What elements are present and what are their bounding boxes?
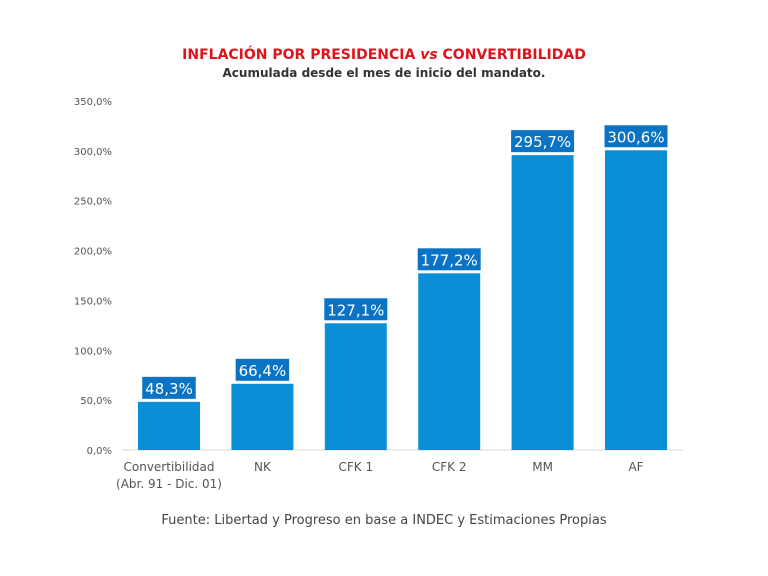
chart-title: INFLACIÓN POR PRESIDENCIA vs CONVERTIBIL… xyxy=(182,47,586,63)
y-tick-label: 250,0% xyxy=(74,197,112,208)
y-tick-label: 300,0% xyxy=(74,147,112,158)
data-label-box xyxy=(417,248,481,271)
y-tick-label: 50,0% xyxy=(80,396,112,407)
bar xyxy=(324,323,387,450)
data-label: 48,3% xyxy=(145,380,193,398)
y-tick-label: 0,0% xyxy=(87,446,112,457)
data-label-box xyxy=(142,376,196,399)
bar xyxy=(138,401,200,450)
data-label: 127,1% xyxy=(327,301,384,319)
y-tick-label: 150,0% xyxy=(74,296,112,307)
data-label-box xyxy=(235,358,290,381)
data-label-box xyxy=(604,125,668,148)
bar xyxy=(418,273,481,450)
data-label-box xyxy=(511,130,575,153)
data-label: 300,6% xyxy=(607,128,664,146)
y-tick-label: 100,0% xyxy=(74,346,112,357)
data-label: 295,7% xyxy=(514,133,571,151)
x-tick-label: MM xyxy=(532,460,553,474)
bar xyxy=(511,155,574,451)
y-tick-label: 350,0% xyxy=(74,97,112,108)
bar xyxy=(231,383,294,450)
x-tick-label: CFK 1 xyxy=(338,460,373,474)
data-label: 177,2% xyxy=(421,251,478,269)
data-label-box xyxy=(324,298,388,321)
y-tick-label: 200,0% xyxy=(74,247,112,258)
x-tick-label: CFK 2 xyxy=(432,460,467,474)
x-tick-label: Convertibilidad xyxy=(124,460,215,474)
x-tick-label: (Abr. 91 - Dic. 01) xyxy=(116,477,222,491)
data-label: 66,4% xyxy=(239,362,287,380)
chart-subtitle: Acumulada desde el mes de inicio del man… xyxy=(222,66,546,80)
source-note: Fuente: Libertad y Progreso en base a IN… xyxy=(161,513,607,528)
x-tick-label: NK xyxy=(254,460,272,474)
bar xyxy=(605,150,667,450)
x-tick-label: AF xyxy=(628,460,643,474)
